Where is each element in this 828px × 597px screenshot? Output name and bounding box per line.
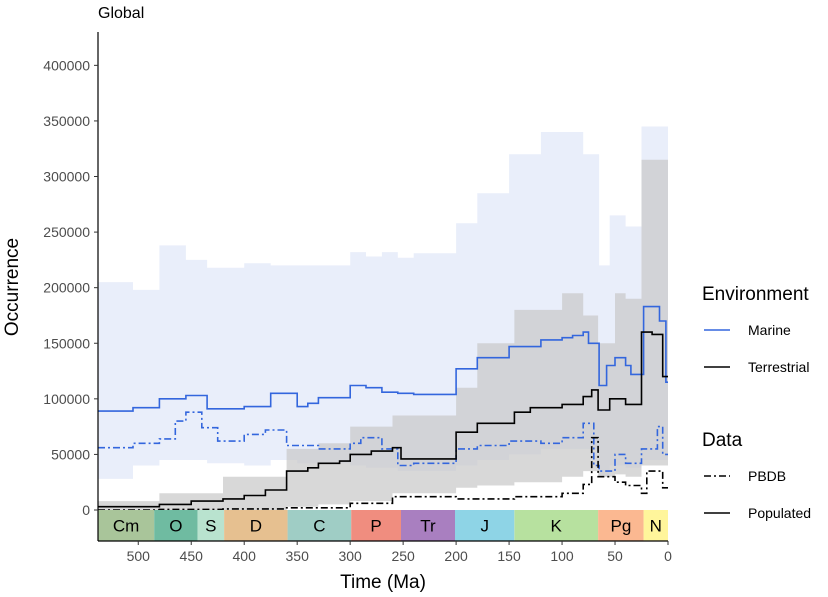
y-tick-label: 200000 (43, 280, 90, 296)
legend-label-terrestrial: Terrestrial (748, 359, 809, 375)
x-tick-label: 400 (233, 548, 257, 564)
legend-label-populated: Populated (748, 505, 811, 521)
y-axis-ticks: 0 50000 100000 150000 200000 250000 300000 3500… (43, 57, 98, 518)
x-tick-label: 350 (286, 548, 310, 564)
x-axis-title: Time (Ma) (340, 572, 426, 593)
period-d (224, 510, 288, 541)
y-tick-label: 0 (82, 502, 90, 518)
series-terrestrial-pbdb (98, 436, 668, 511)
period-label-n: N (650, 517, 662, 536)
period-label-d: D (250, 517, 262, 536)
y-axis-title: Occurrence (2, 238, 23, 336)
x-axis-ticks: 500 450 400 350 300 250 200 150 100 50 0 (127, 541, 672, 564)
y-tick-label: 50000 (51, 446, 90, 462)
chart-title: Global (98, 5, 144, 22)
y-tick-label: 150000 (43, 335, 90, 351)
period-label-k: K (551, 517, 563, 536)
period-label-j: J (480, 517, 489, 536)
x-tick-label: 300 (338, 548, 362, 564)
period-label-o: O (169, 517, 182, 536)
series-lines (98, 305, 668, 511)
x-tick-label: 200 (444, 548, 468, 564)
band-terrestrial (98, 159, 668, 511)
y-tick-label: 100000 (43, 391, 90, 407)
y-tick-label: 250000 (43, 224, 90, 240)
legend-title-environment: Environment (702, 284, 809, 305)
period-c (287, 510, 352, 541)
legend: Environment Marine Terrestrial Data PBDB Popu… (702, 284, 811, 521)
x-tick-label: 100 (550, 548, 574, 564)
y-tick-label: 400000 (43, 57, 90, 73)
y-tick-label: 350000 (43, 113, 90, 129)
legend-title-data: Data (702, 430, 743, 451)
period-o (154, 510, 198, 541)
series-terrestrial-populated (98, 331, 668, 508)
x-tick-label: 250 (391, 548, 415, 564)
period-p (351, 510, 401, 541)
series-marine-pbdb (98, 411, 668, 472)
x-tick-label: 0 (664, 548, 672, 564)
period-label-s: S (205, 517, 216, 536)
period-s (197, 510, 225, 541)
x-tick-label: 500 (127, 548, 151, 564)
period-label-cm: Cm (113, 517, 139, 536)
period-k (514, 510, 599, 541)
period-tr (401, 510, 455, 541)
geologic-period-bar: Cm O S D C P Tr J K Pg N (98, 510, 668, 541)
period-label-c: C (313, 517, 325, 536)
x-tick-label: 50 (607, 548, 623, 564)
legend-label-pbdb: PBDB (748, 468, 786, 484)
x-tick-label: 450 (180, 548, 204, 564)
period-pg (598, 510, 644, 541)
period-label-p: P (370, 517, 381, 536)
y-tick-label: 300000 (43, 169, 90, 185)
period-j (455, 510, 515, 541)
period-label-pg: Pg (611, 517, 632, 536)
period-cm (98, 510, 155, 541)
period-n (643, 510, 668, 541)
series-marine-populated (98, 305, 668, 412)
x-tick-label: 150 (497, 548, 521, 564)
period-label-tr: Tr (420, 517, 436, 536)
legend-label-marine: Marine (748, 322, 791, 338)
confidence-bands (98, 126, 668, 511)
